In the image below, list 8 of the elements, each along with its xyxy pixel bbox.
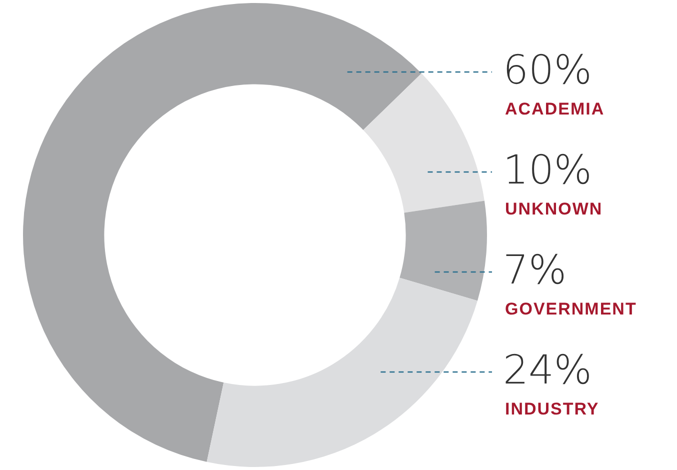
data-label: 60% — [503, 47, 592, 94]
data-label: 7% — [503, 247, 566, 294]
slice-label: INDUSTRY — [505, 400, 600, 419]
slice-label: ACADEMIA — [505, 100, 605, 119]
slice-label: UNKNOWN — [505, 200, 603, 219]
data-label: 10% — [503, 147, 592, 194]
slice-label: GOVERNMENT — [505, 300, 637, 319]
data-label: 24% — [503, 347, 592, 394]
